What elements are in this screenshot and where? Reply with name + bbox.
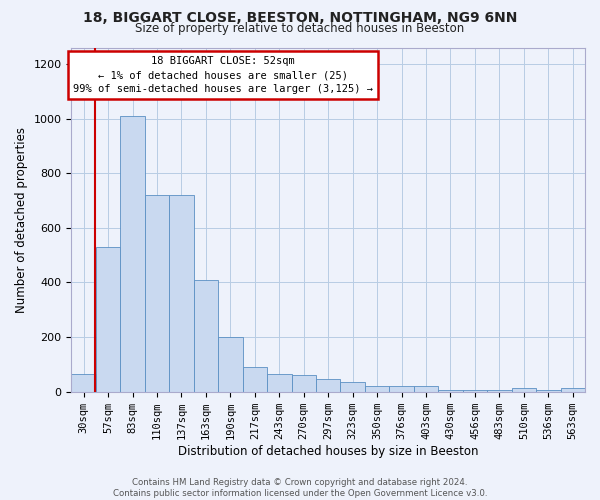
Bar: [340, 382, 365, 392]
Text: 18 BIGGART CLOSE: 52sqm
← 1% of detached houses are smaller (25)
99% of semi-det: 18 BIGGART CLOSE: 52sqm ← 1% of detached…: [73, 56, 373, 94]
Text: Contains HM Land Registry data © Crown copyright and database right 2024.
Contai: Contains HM Land Registry data © Crown c…: [113, 478, 487, 498]
Text: 18, BIGGART CLOSE, BEESTON, NOTTINGHAM, NG9 6NN: 18, BIGGART CLOSE, BEESTON, NOTTINGHAM, …: [83, 11, 517, 25]
Bar: [560, 388, 585, 392]
Bar: [414, 386, 438, 392]
Bar: [536, 390, 560, 392]
Bar: [169, 195, 194, 392]
Bar: [292, 376, 316, 392]
Bar: [512, 388, 536, 392]
X-axis label: Distribution of detached houses by size in Beeston: Distribution of detached houses by size …: [178, 444, 478, 458]
Text: Size of property relative to detached houses in Beeston: Size of property relative to detached ho…: [136, 22, 464, 35]
Bar: [194, 280, 218, 392]
Bar: [438, 390, 463, 392]
Bar: [487, 390, 512, 392]
Bar: [218, 337, 242, 392]
Y-axis label: Number of detached properties: Number of detached properties: [15, 126, 28, 312]
Bar: [389, 386, 414, 392]
Bar: [121, 116, 145, 392]
Bar: [316, 380, 340, 392]
Bar: [365, 386, 389, 392]
Bar: [242, 367, 267, 392]
Bar: [71, 374, 96, 392]
Bar: [145, 195, 169, 392]
Bar: [96, 247, 121, 392]
Bar: [267, 374, 292, 392]
Bar: [463, 390, 487, 392]
